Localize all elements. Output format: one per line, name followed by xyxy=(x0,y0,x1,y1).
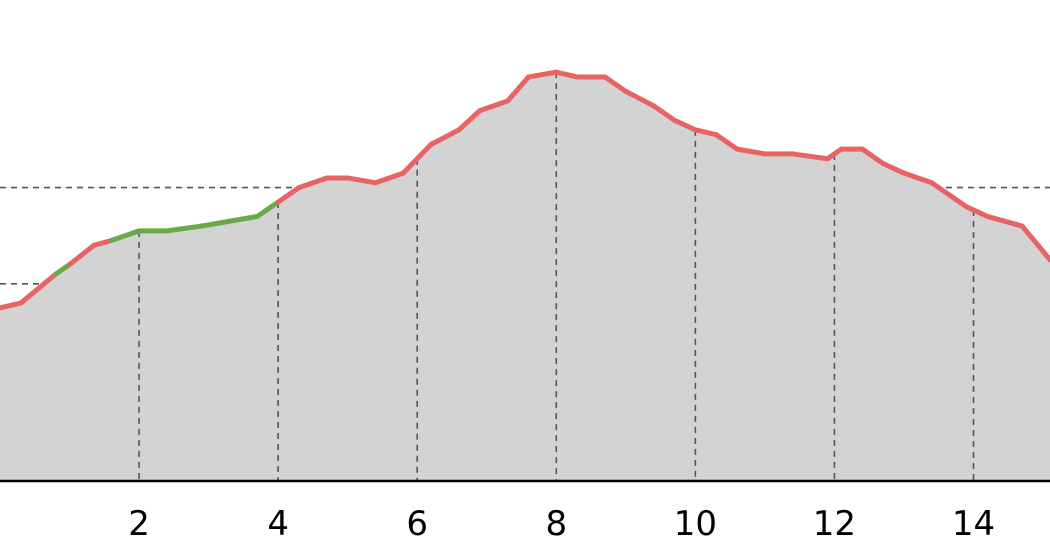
line-segment-8 xyxy=(199,218,232,229)
line-segment-24 xyxy=(602,74,629,94)
line-segment-2 xyxy=(53,262,73,277)
line-segment-29 xyxy=(713,132,740,152)
x-tick-label-2: 2 xyxy=(128,504,150,544)
line-segment-32 xyxy=(790,151,830,162)
line-segment-28 xyxy=(692,127,719,138)
line-segment-38 xyxy=(929,180,970,210)
line-segment-7 xyxy=(164,223,205,234)
line-segment-0 xyxy=(0,300,24,311)
x-tick-labels: 2 4 6 8 10 12 14 xyxy=(128,504,995,544)
line-segment-15 xyxy=(372,170,406,186)
line-segment-1 xyxy=(18,271,59,306)
line-segment-17 xyxy=(428,127,462,147)
line-segment-16 xyxy=(400,141,434,176)
x-tick-label-10: 10 xyxy=(674,504,717,544)
line-segment-37 xyxy=(901,170,935,186)
line-segment-39 xyxy=(964,204,990,219)
x-tick-label-6: 6 xyxy=(406,504,428,544)
line-segment-20 xyxy=(505,74,531,104)
line-segment-3 xyxy=(67,242,97,268)
line-segment-10 xyxy=(254,199,281,219)
line-segment-14 xyxy=(345,175,378,186)
line-segment-41 xyxy=(1019,223,1050,263)
line-segment-19 xyxy=(477,98,511,114)
line-segment-40 xyxy=(984,213,1025,229)
x-tick-label-4: 4 xyxy=(267,504,289,544)
vertical-gridlines xyxy=(138,72,975,481)
line-segment-36 xyxy=(880,161,907,176)
x-tick-label-12: 12 xyxy=(813,504,856,544)
line-segment-22 xyxy=(553,69,580,80)
elevation-area-fill xyxy=(0,72,1050,482)
x-tick-label-14: 14 xyxy=(952,504,995,544)
line-segment-35 xyxy=(859,146,886,167)
line-segment-25 xyxy=(623,88,657,109)
elevation-line xyxy=(0,69,1050,311)
line-segment-27 xyxy=(672,117,698,133)
line-segment-4 xyxy=(91,238,114,248)
line-segment-33 xyxy=(824,146,844,162)
line-segment-26 xyxy=(651,103,678,123)
line-segment-30 xyxy=(734,146,768,157)
line-segment-11 xyxy=(275,185,302,205)
line-segment-5 xyxy=(108,228,142,243)
line-segment-21 xyxy=(525,69,559,80)
x-tick-label-8: 8 xyxy=(545,504,567,544)
line-segment-12 xyxy=(296,175,330,191)
line-segment-9 xyxy=(226,213,260,224)
line-segment-18 xyxy=(456,108,483,133)
